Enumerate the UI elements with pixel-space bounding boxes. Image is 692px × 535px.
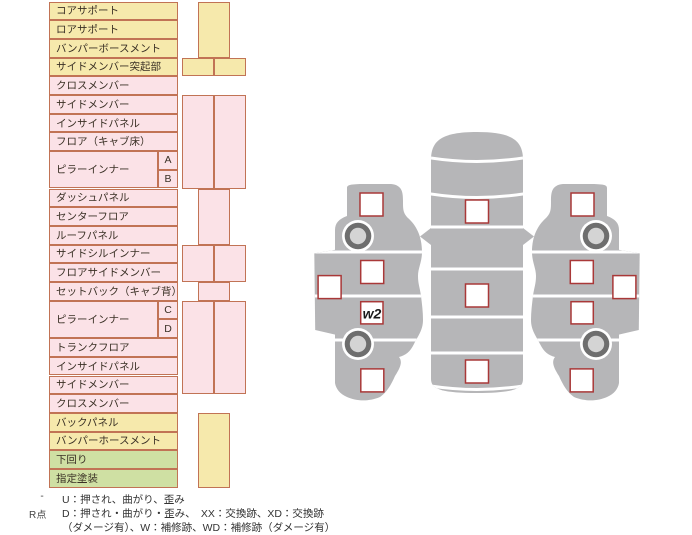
svg-text:w2: w2 [363,305,382,321]
